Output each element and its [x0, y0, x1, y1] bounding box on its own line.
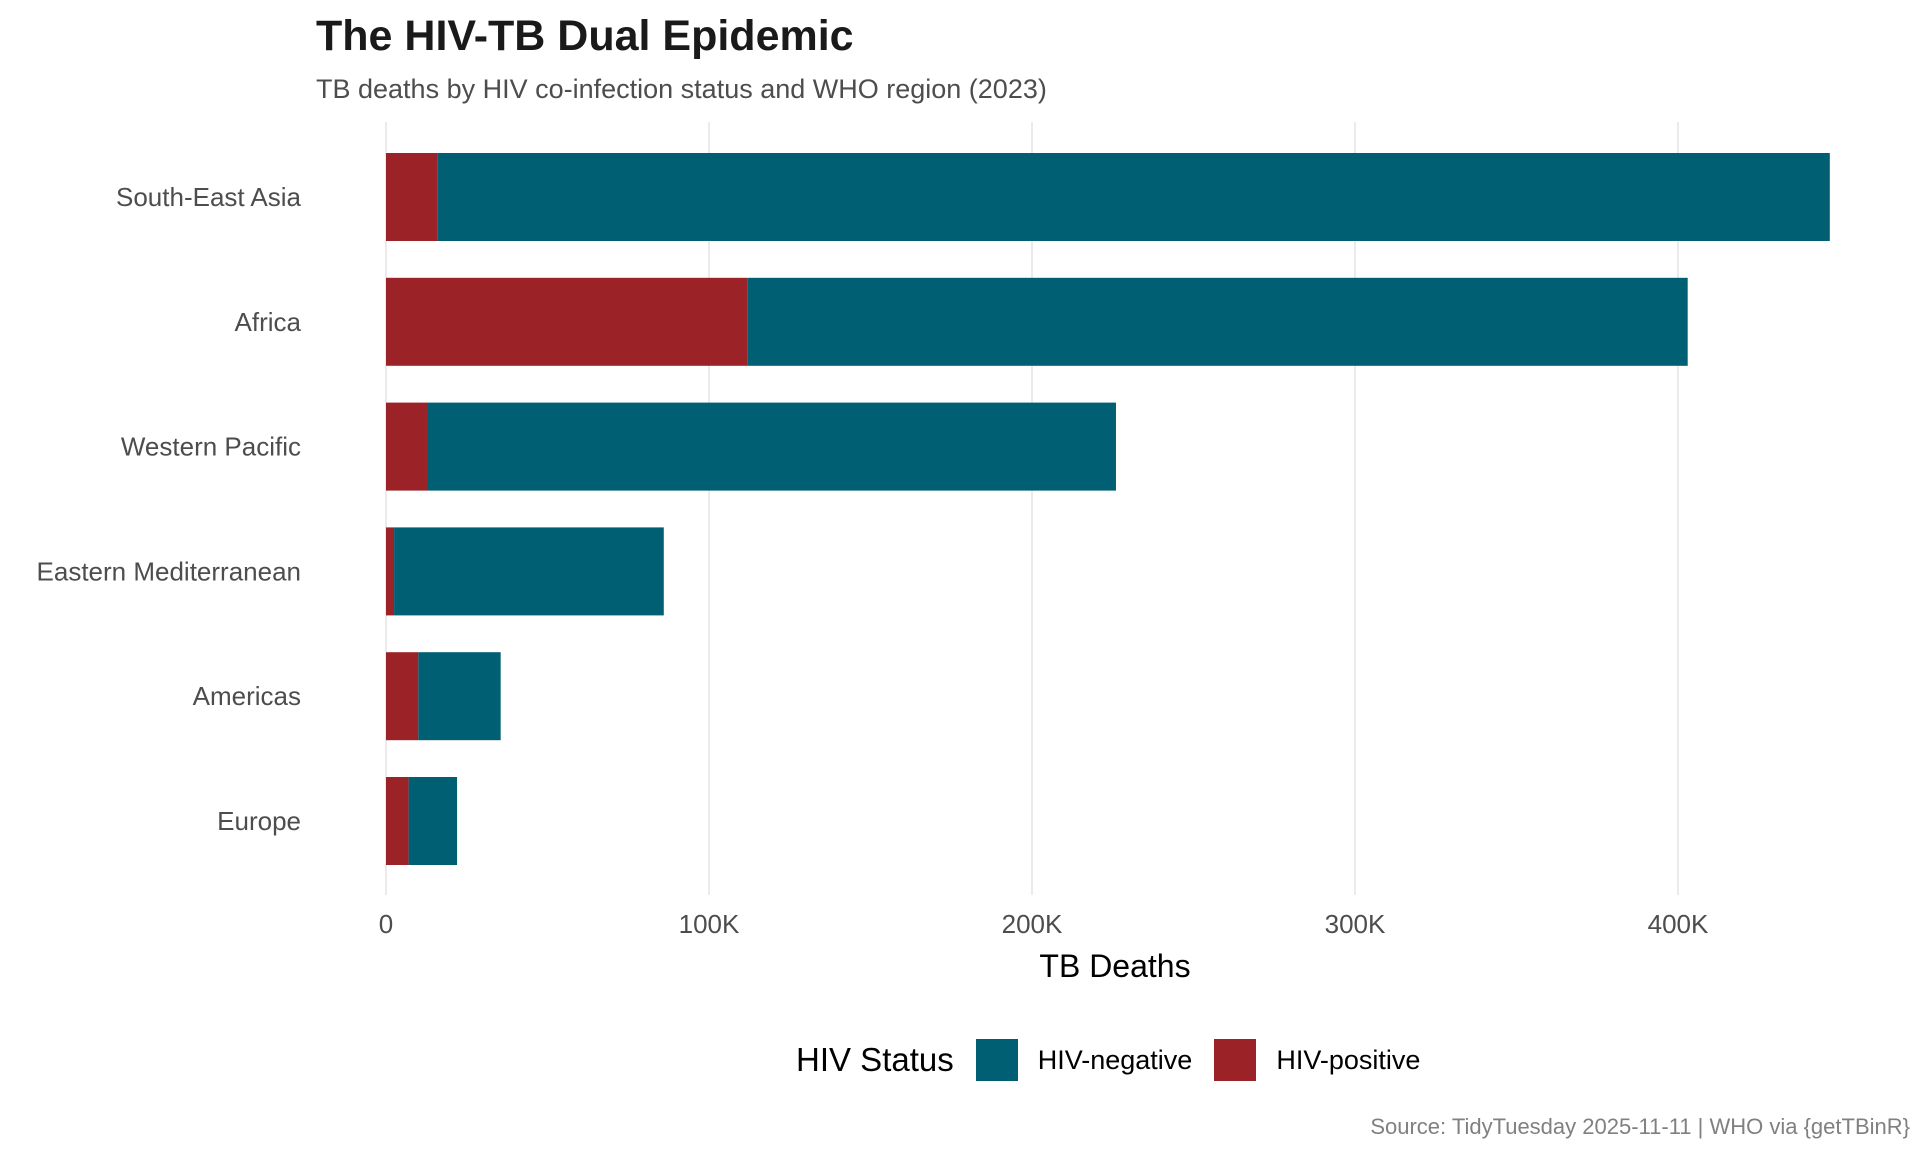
- bar-south-east-asia-hiv-negative: [437, 153, 1830, 241]
- y-tick-label: Africa: [235, 307, 302, 337]
- legend-label-hiv-positive: HIV-positive: [1276, 1044, 1421, 1075]
- legend: HIV Status HIV-negative HIV-positive: [796, 1039, 1442, 1081]
- bar-south-east-asia-hiv-positive: [386, 153, 438, 241]
- bar-western-pacific-hiv-negative: [427, 402, 1116, 491]
- y-axis-labels: South-East Asia Africa Western Pacific East…: [37, 182, 302, 836]
- y-tick-label: Eastern Mediterranean: [37, 556, 301, 586]
- bar-eastern-mediterranean-hiv-positive: [386, 527, 395, 616]
- bar-africa-hiv-negative: [747, 277, 1688, 366]
- caption: Source: TidyTuesday 2025-11-11 | WHO via…: [1370, 1114, 1910, 1139]
- bar-americas-hiv-positive: [386, 652, 419, 741]
- chart-title: The HIV-TB Dual Epidemic: [316, 12, 854, 60]
- bar-western-pacific-hiv-positive: [386, 402, 428, 491]
- chart-plot: South-East Asia Africa Western Pacific East…: [37, 122, 1830, 984]
- bar-americas-hiv-negative: [418, 652, 501, 741]
- y-tick-label: Europe: [217, 806, 301, 836]
- x-tick-label: 0: [379, 909, 393, 939]
- y-tick-label: South-East Asia: [116, 182, 302, 212]
- x-axis-title: TB Deaths: [1039, 948, 1190, 984]
- x-tick-label: 400K: [1648, 909, 1709, 939]
- chart-subtitle: TB deaths by HIV co-infection status and…: [316, 74, 1047, 104]
- x-tick-label: 200K: [1002, 909, 1063, 939]
- x-axis-labels: 0 100K 200K 300K 400K: [379, 909, 1709, 939]
- legend-title: HIV Status: [796, 1041, 954, 1078]
- legend-key-hiv-positive: [1214, 1039, 1257, 1081]
- y-tick-label: Americas: [193, 681, 301, 711]
- bar-eastern-mediterranean-hiv-negative: [394, 527, 664, 616]
- bar-africa-hiv-positive: [386, 277, 748, 366]
- bar-europe-hiv-negative: [408, 777, 458, 865]
- y-tick-label: Western Pacific: [121, 432, 301, 462]
- x-tick-label: 100K: [679, 909, 740, 939]
- bars: [386, 153, 1830, 865]
- x-tick-label: 300K: [1325, 909, 1386, 939]
- legend-label-hiv-negative: HIV-negative: [1037, 1044, 1193, 1075]
- gridlines: [385, 122, 1679, 895]
- bar-europe-hiv-positive: [386, 777, 409, 865]
- legend-key-hiv-negative: [975, 1039, 1018, 1081]
